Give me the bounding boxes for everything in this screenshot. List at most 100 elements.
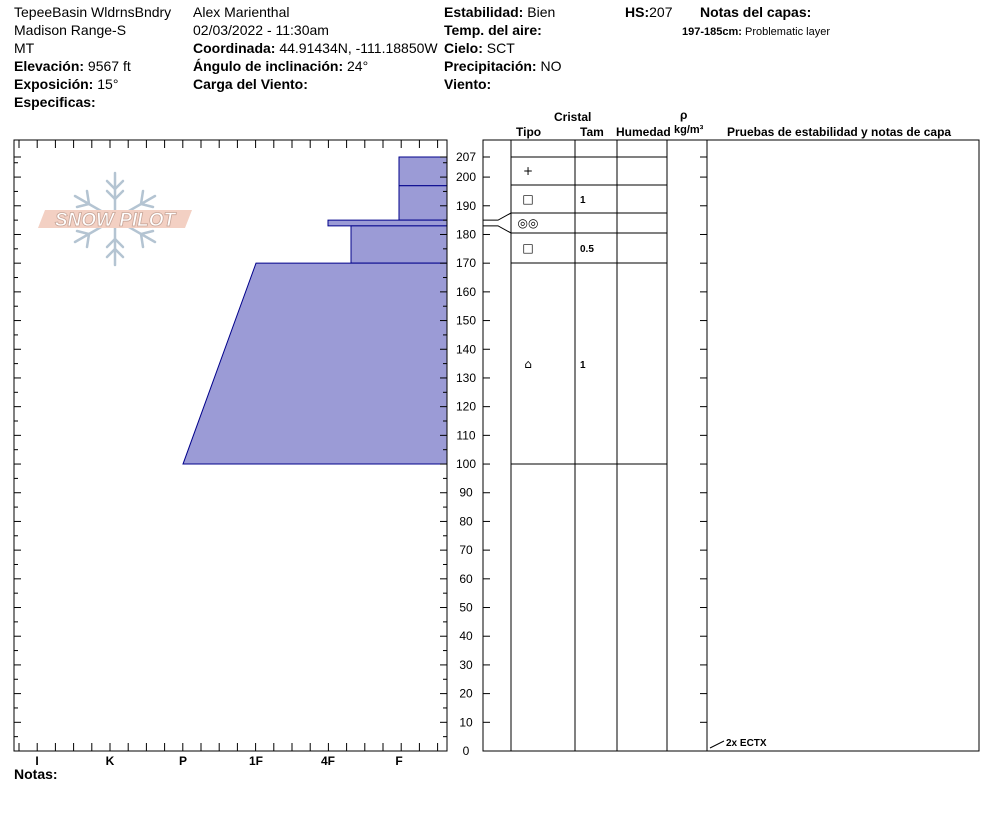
stability-test-0: 2x ECTX xyxy=(726,738,767,749)
slope-value: 24° xyxy=(347,58,369,74)
layer-note-text: Problematic layer xyxy=(745,26,830,38)
height-label: 190 xyxy=(456,199,476,213)
elevation: Elevación: 9567 ft xyxy=(14,57,131,75)
height-label: 80 xyxy=(459,514,473,528)
tests-header: Pruebas de estabilidad y notas de capa xyxy=(727,125,952,139)
height-label: 160 xyxy=(456,285,476,299)
height-label: 40 xyxy=(459,629,473,643)
sky-label: Cielo: xyxy=(444,40,483,56)
layer-note-range: 197-185cm: xyxy=(682,26,742,38)
stability-value: Bien xyxy=(527,4,556,20)
observer: Alex Marienthal xyxy=(193,4,290,20)
crystal-type-3: □ xyxy=(522,241,533,255)
layer-connector xyxy=(483,225,512,234)
aspect-label: Exposición: xyxy=(14,76,94,92)
hardness-block-0 xyxy=(398,156,448,187)
crystal-header: Cristal xyxy=(554,110,592,124)
height-axis: 0 10 20 30 40 50 60 70 80 90 100 110 120 130 140 150 160… xyxy=(14,150,707,758)
date-time: 02/03/2022 - 11:30am xyxy=(193,22,329,38)
hardness-label-K: K xyxy=(106,754,115,768)
wind-load-label: Carga del Viento: xyxy=(193,76,308,92)
height-label: 110 xyxy=(456,428,475,442)
stability-label: Estabilidad: xyxy=(444,4,524,20)
wind-label: Viento: xyxy=(444,76,492,92)
location-name: TepeeBasin WldrnsBndry xyxy=(14,4,172,20)
elevation-label: Elevación: xyxy=(14,58,85,74)
stability: Estabilidad: Bien xyxy=(444,3,555,21)
sky: Cielo: SCT xyxy=(444,39,515,57)
hardness-block-1 xyxy=(398,185,448,221)
sky-value: SCT xyxy=(486,40,515,56)
specifics-label: Especificas: xyxy=(14,94,96,110)
crystal-type-1: □ xyxy=(522,192,533,206)
crystal-type-2: ◎◎ xyxy=(518,216,539,230)
coord-value: 44.91434N, -111.18850W xyxy=(279,40,438,56)
height-label: 90 xyxy=(459,486,473,500)
hardness-label-4F: 4F xyxy=(321,754,335,768)
height-label: 100 xyxy=(456,457,476,471)
height-label: 207 xyxy=(456,150,476,164)
height-label: 30 xyxy=(459,658,473,672)
snowpilot-logo: SNOW PILOT xyxy=(38,171,192,267)
layer-connector xyxy=(483,212,512,221)
slope-angle: Ángulo de inclinación: 24° xyxy=(193,57,368,75)
height-label: 170 xyxy=(456,256,476,270)
layer-table: + □ 1 ◎◎ □ 0.5 ⌂ 1 2x ECTX xyxy=(482,139,980,752)
slope-label: Ángulo de inclinación: xyxy=(193,58,344,74)
size-header: Tam xyxy=(580,125,604,139)
density-rho-header: ρ xyxy=(680,108,688,122)
type-header: Tipo xyxy=(516,125,542,139)
coordinates: Coordinada: 44.91434N, -111.18850W xyxy=(193,39,438,57)
logo-text: SNOW PILOT xyxy=(55,210,177,231)
hardness-block-4 xyxy=(182,262,448,465)
height-label: 150 xyxy=(456,314,476,328)
hardness-profile xyxy=(182,156,448,465)
precip-label: Precipitación: xyxy=(444,58,537,74)
precip-value: NO xyxy=(540,58,562,74)
height-label: 130 xyxy=(456,371,476,385)
density-unit-header: kg/m³ xyxy=(674,124,704,136)
crystal-type-4: ⌂ xyxy=(524,357,532,371)
moisture-header: Humedad xyxy=(616,125,671,139)
hardness-axis-labels: I K P 1F 4F F xyxy=(35,754,402,768)
precipitation: Precipitación: NO xyxy=(444,57,561,75)
aspect: Exposición: 15° xyxy=(14,75,118,93)
height-label: 140 xyxy=(456,342,476,356)
crystal-size-1: 1 xyxy=(580,195,586,206)
air-temp-label: Temp. del aire: xyxy=(444,22,542,38)
crystal-type-0: + xyxy=(523,164,533,178)
hardness-label-F: F xyxy=(395,754,402,768)
hardness-axis-ticks xyxy=(18,140,439,751)
height-label: 120 xyxy=(456,400,476,414)
snow-height: HS:207 xyxy=(625,3,672,21)
hs-label: HS: xyxy=(625,4,650,20)
hardness-label-1F: 1F xyxy=(249,754,263,768)
layer-table-frame xyxy=(482,139,980,752)
aspect-value: 15° xyxy=(97,76,119,92)
hardness-label-P: P xyxy=(179,754,187,768)
height-label: 70 xyxy=(459,543,473,557)
coord-label: Coordinada: xyxy=(193,40,276,56)
height-label: 20 xyxy=(459,687,473,701)
hardness-block-2 xyxy=(327,219,448,227)
crystal-size-3: 0.5 xyxy=(580,244,594,255)
height-label: 180 xyxy=(456,227,476,241)
height-label: 0 xyxy=(463,744,470,758)
hardness-label-I: I xyxy=(35,754,38,768)
crystal-size-4: 1 xyxy=(580,360,586,371)
height-label: 60 xyxy=(459,572,473,586)
stability-test-pointer xyxy=(709,740,725,749)
mountain-range: Madison Range-S xyxy=(14,22,127,38)
layer-notes-label: Notas del capas: xyxy=(700,4,812,20)
notes-label: Notas: xyxy=(14,766,58,782)
height-label: 200 xyxy=(456,170,476,184)
elevation-value: 9567 ft xyxy=(87,58,131,74)
state: MT xyxy=(14,40,35,56)
hs-value: 207 xyxy=(649,4,673,20)
layer-note: 197-185cm: Problematic layer xyxy=(682,23,830,41)
height-label: 10 xyxy=(459,715,473,729)
hardness-chart-frame xyxy=(13,139,448,752)
height-label: 50 xyxy=(459,601,473,615)
hardness-block-3 xyxy=(350,225,448,264)
